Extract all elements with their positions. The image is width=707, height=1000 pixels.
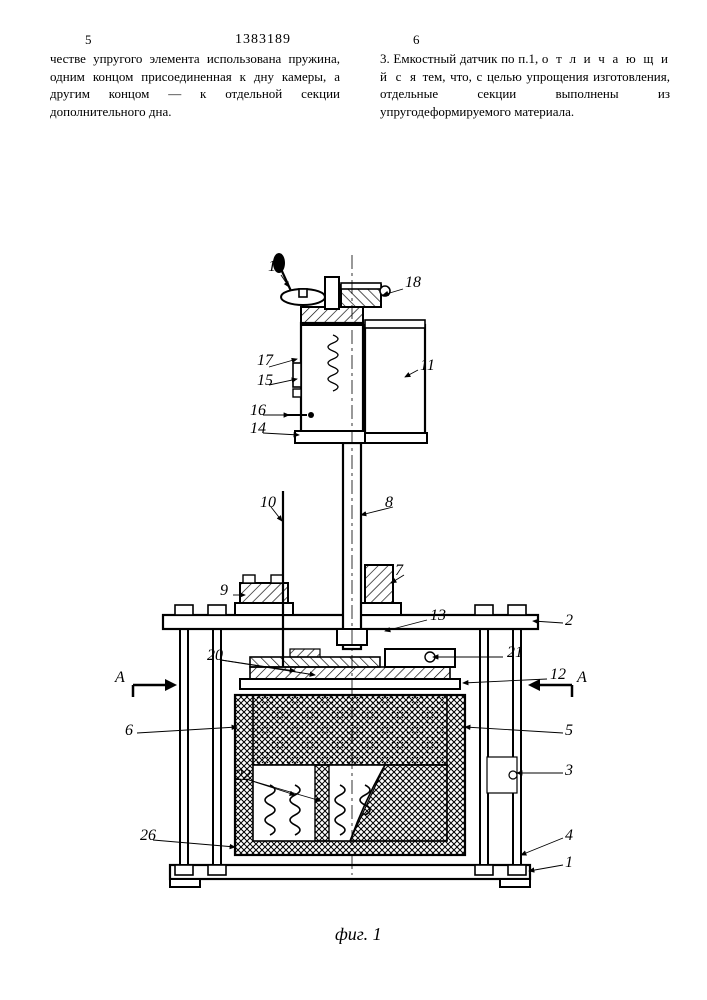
reference-label-7: 7 bbox=[395, 562, 404, 579]
patent-number: 1383189 bbox=[235, 32, 291, 48]
column-right-prefix: 3. Емкостный датчик по п.1, bbox=[380, 51, 542, 66]
reference-label-4: 4 bbox=[565, 827, 573, 844]
reference-label-11: 11 bbox=[420, 357, 435, 374]
reference-label-19: 19 bbox=[268, 258, 284, 275]
reference-label-15: 15 bbox=[257, 372, 273, 389]
column-right: 3. Емкостный датчик по п.1, о т л и ч а … bbox=[380, 50, 670, 120]
page-number-right: 6 bbox=[413, 32, 420, 48]
column-left: честве упругого элемента использована пр… bbox=[50, 50, 340, 120]
reference-label-5: 5 bbox=[565, 722, 573, 739]
reference-label-21: 21 bbox=[507, 644, 523, 661]
reference-label-1: 1 bbox=[565, 854, 573, 871]
figure-caption: фиг. 1 bbox=[335, 924, 382, 945]
section-mark-left: A bbox=[114, 669, 177, 697]
reference-label-16: 16 bbox=[250, 402, 266, 419]
column-left-text: честве упругого элемента использована пр… bbox=[50, 51, 340, 119]
column-right-suffix: тем, что, с целью упрощения изготовления… bbox=[380, 69, 670, 119]
reference-label-13: 13 bbox=[430, 607, 446, 624]
reference-label-3: 3 bbox=[564, 762, 573, 779]
figure-1: A A bbox=[85, 205, 615, 945]
figure-svg: A A bbox=[85, 205, 615, 925]
reference-label-10: 10 bbox=[260, 494, 276, 511]
reference-label-14: 14 bbox=[250, 420, 266, 437]
reference-label-12: 12 bbox=[550, 666, 566, 683]
page-number-left: 5 bbox=[85, 32, 92, 48]
reference-label-17: 17 bbox=[257, 352, 274, 369]
reference-label-26: 26 bbox=[140, 827, 156, 844]
svg-text:A: A bbox=[576, 669, 587, 686]
reference-label-9: 9 bbox=[220, 582, 228, 599]
reference-label-22: 22 bbox=[235, 767, 251, 784]
reference-label-8: 8 bbox=[385, 494, 393, 511]
reference-label-18: 18 bbox=[405, 274, 421, 291]
reference-label-20: 20 bbox=[207, 647, 223, 664]
reference-label-6: 6 bbox=[125, 722, 133, 739]
reference-label-2: 2 bbox=[565, 612, 573, 629]
svg-text:A: A bbox=[114, 669, 125, 686]
